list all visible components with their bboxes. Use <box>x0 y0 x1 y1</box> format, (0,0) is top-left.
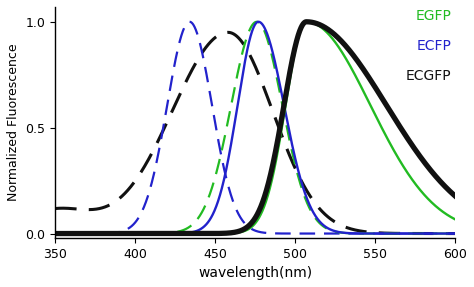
Text: ECGFP: ECGFP <box>405 69 451 83</box>
Text: EGFP: EGFP <box>415 9 451 23</box>
Text: ECFP: ECFP <box>416 39 451 53</box>
X-axis label: wavelength(nm): wavelength(nm) <box>198 266 312 280</box>
Y-axis label: Normalized Fluorescence: Normalized Fluorescence <box>7 44 20 201</box>
